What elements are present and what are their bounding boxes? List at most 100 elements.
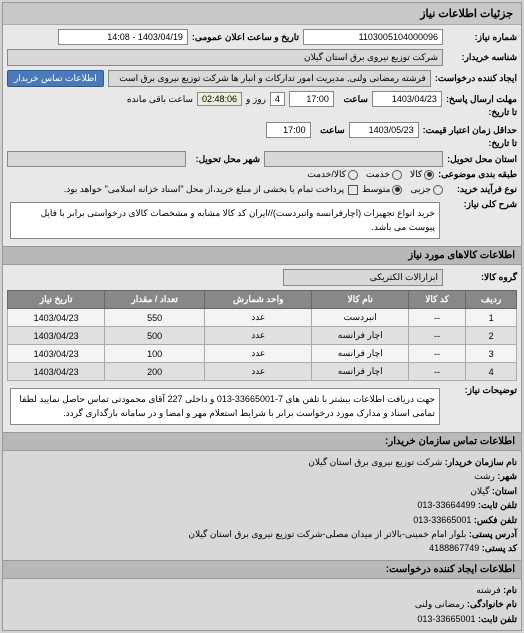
validity-label: حداقل زمان اعتبار قیمت: bbox=[423, 125, 517, 136]
remain-label: ساعت باقی مانده bbox=[127, 94, 193, 105]
radio-small[interactable]: جزیی bbox=[410, 184, 443, 195]
province-c: گیلان bbox=[470, 486, 489, 496]
table-cell: -- bbox=[409, 345, 466, 363]
radio-small-icon bbox=[433, 185, 443, 195]
deadline-time-label: ساعت bbox=[338, 94, 368, 105]
table-cell: اچار فرانسه bbox=[312, 363, 409, 381]
city-field bbox=[7, 151, 186, 167]
pkg-radio-group: کالا خدمت کالا/خدمت bbox=[307, 169, 434, 180]
radio-goods[interactable]: کالا bbox=[410, 169, 434, 180]
table-cell: 2 bbox=[466, 327, 517, 345]
main-container: جزئیات اطلاعات نیاز شماره نیاز: 11030051… bbox=[2, 2, 522, 631]
radio-goods-icon bbox=[424, 170, 434, 180]
address: بلوار امام خمینی-بالاتر از میدان مصلی-شر… bbox=[188, 529, 466, 539]
deadline-date: 1403/04/23 bbox=[372, 91, 442, 107]
radio-service[interactable]: خدمت bbox=[366, 169, 402, 180]
table-cell: اچار فرانسه bbox=[312, 327, 409, 345]
treasury-checkbox[interactable] bbox=[348, 185, 358, 195]
table-cell: 1403/04/23 bbox=[8, 309, 105, 327]
process-label: نوع فرآیند خرید: bbox=[447, 184, 517, 195]
table-header: تعداد / مقدار bbox=[105, 291, 205, 309]
fax-label: تلفن فکس: bbox=[474, 515, 517, 525]
contact-buyer-button[interactable]: اطلاعات تماس خریدار bbox=[7, 70, 104, 87]
overall-desc: خرید انواع تجهیزات (اچارفرانسه وانبردست)… bbox=[10, 202, 440, 239]
table-cell: 550 bbox=[105, 309, 205, 327]
announce-label: تاریخ و ساعت اعلان عمومی: bbox=[192, 32, 299, 43]
table-cell: عدد bbox=[205, 309, 312, 327]
table-cell: عدد bbox=[205, 327, 312, 345]
table-cell: 500 bbox=[105, 327, 205, 345]
lname: رمضانی ولنی bbox=[415, 599, 465, 609]
table-header: واحد شمارش bbox=[205, 291, 312, 309]
remain-day-label: روز و bbox=[246, 94, 266, 105]
details-section: شماره نیاز: 1103005104000096 تاریخ و ساع… bbox=[3, 25, 521, 246]
table-header: تاریخ نیاز bbox=[8, 291, 105, 309]
treasury-note: پرداخت تمام یا بخشی از مبلغ خرید،از محل … bbox=[64, 184, 344, 195]
table-cell: -- bbox=[409, 363, 466, 381]
goods-info-title: اطلاعات کالاهای مورد نیاز bbox=[3, 246, 521, 265]
radio-service-icon bbox=[392, 170, 402, 180]
table-header: نام کالا bbox=[312, 291, 409, 309]
remain-days: 4 bbox=[270, 92, 285, 106]
postal-label: کد پستی: bbox=[482, 543, 517, 553]
fname: فرشته bbox=[476, 585, 500, 595]
creator-value: فرشته رمضانی ولنی, مدیریت امور تدارکات و… bbox=[108, 70, 431, 87]
table-cell: عدد bbox=[205, 363, 312, 381]
postal: 4188867749 bbox=[429, 543, 479, 553]
validity-until-label: تا تاریخ: bbox=[447, 138, 517, 149]
city-c-label: شهر: bbox=[497, 471, 517, 481]
until-date-label: تا تاریخ: bbox=[447, 107, 517, 118]
page-header: جزئیات اطلاعات نیاز bbox=[3, 3, 521, 25]
validity-time-label: ساعت bbox=[315, 125, 345, 136]
req-phone: 33665001-013 bbox=[417, 614, 475, 624]
table-cell: اچار فرانسه bbox=[312, 345, 409, 363]
deadline-time: 17:00 bbox=[289, 91, 334, 107]
table-header: کد کالا bbox=[409, 291, 466, 309]
radio-medium[interactable]: متوسط bbox=[362, 184, 402, 195]
org-name-label: نام سازمان خریدار: bbox=[445, 457, 517, 467]
table-cell: 100 bbox=[105, 345, 205, 363]
buyer-label: شناسه خریدار: bbox=[447, 52, 517, 63]
fname-label: نام: bbox=[503, 585, 517, 595]
goods-group-label: گروه کالا: bbox=[447, 272, 517, 283]
validity-time: 17:00 bbox=[266, 122, 311, 138]
table-cell: 4 bbox=[466, 363, 517, 381]
table-cell: 1403/04/23 bbox=[8, 327, 105, 345]
pkg-label: طبقه بندی موضوعی: bbox=[438, 169, 517, 180]
overall-desc-label: شرح کلی نیاز: bbox=[447, 199, 517, 210]
address-label: آدرس پستی: bbox=[469, 529, 517, 539]
table-cell: 1403/04/23 bbox=[8, 363, 105, 381]
province-label: استان محل تحویل: bbox=[447, 154, 517, 165]
radio-goods-service[interactable]: کالا/خدمت bbox=[307, 169, 358, 180]
table-cell: -- bbox=[409, 327, 466, 345]
province-field bbox=[264, 151, 443, 167]
contact-section: نام سازمان خریدار: شرکت توزیع نیروی برق … bbox=[3, 451, 521, 560]
table-cell: 3 bbox=[466, 345, 517, 363]
req-creator-section: نام: فرشته نام خانوادگی: رمضانی ولنی تلف… bbox=[3, 579, 521, 630]
req-phone-label: تلفن ثابت: bbox=[478, 614, 517, 624]
city-c: رشت bbox=[474, 471, 495, 481]
buyer-value: شرکت توزیع نیروی برق استان گیلان bbox=[7, 49, 443, 66]
fax: 33665001-013 bbox=[413, 515, 471, 525]
remain-time: 02:48:06 bbox=[197, 92, 242, 106]
goods-table: ردیفکد کالانام کالاواحد شمارشتعداد / مقد… bbox=[7, 290, 517, 381]
radio-medium-icon bbox=[392, 185, 402, 195]
radio-goods-service-icon bbox=[348, 170, 358, 180]
table-row: 4--اچار فرانسهعدد2001403/04/23 bbox=[8, 363, 517, 381]
table-cell: عدد bbox=[205, 345, 312, 363]
goods-group-value: ابزارالات الکتریکی bbox=[283, 269, 443, 286]
table-header: ردیف bbox=[466, 291, 517, 309]
phone: 33664499-013 bbox=[417, 500, 475, 510]
org-name: شرکت توزیع نیروی برق استان گیلان bbox=[308, 457, 442, 467]
deadline-label: مهلت ارسال پاسخ: bbox=[446, 94, 517, 105]
notes-desc: جهت دریافت اطلاعات بیشتر با تلفن های 7-3… bbox=[10, 388, 440, 425]
table-cell: 200 bbox=[105, 363, 205, 381]
table-row: 3--اچار فرانسهعدد1001403/04/23 bbox=[8, 345, 517, 363]
need-number-value: 1103005104000096 bbox=[303, 29, 443, 45]
process-radio-group: جزیی متوسط bbox=[362, 184, 443, 195]
table-cell: انبردست bbox=[312, 309, 409, 327]
announce-value: 1403/04/19 - 14:08 bbox=[58, 29, 188, 45]
table-cell: 1 bbox=[466, 309, 517, 327]
table-row: 2--اچار فرانسهعدد5001403/04/23 bbox=[8, 327, 517, 345]
validity-date: 1403/05/23 bbox=[349, 122, 419, 138]
